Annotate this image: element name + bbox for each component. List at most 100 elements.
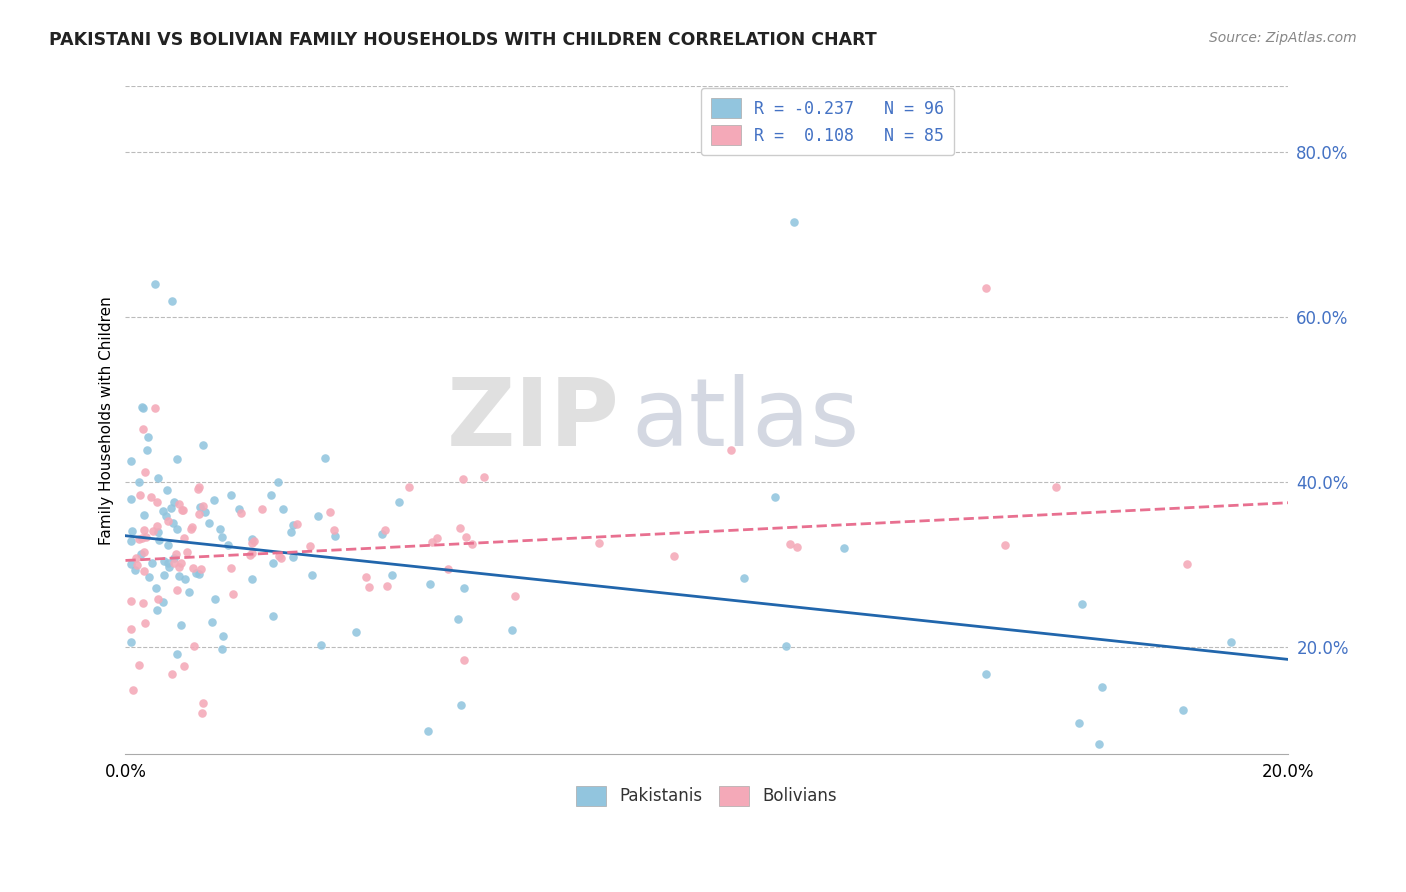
Point (152, 595, 174, 609)
Point (201, 615, 224, 629)
Point (136, 442, 159, 457)
Point (146, 471, 169, 485)
Point (374, 523, 396, 537)
Point (1070, 597, 1092, 611)
Point (187, 482, 209, 496)
Point (1091, 680, 1114, 694)
Point (153, 554, 176, 568)
Point (129, 488, 152, 502)
Point (260, 487, 283, 501)
Point (122, 682, 145, 697)
Point (176, 544, 198, 558)
Point (270, 550, 292, 565)
Point (356, 570, 378, 584)
Point (143, 277, 166, 292)
Point (132, 564, 155, 578)
Point (1067, 715, 1090, 730)
Point (453, 472, 475, 486)
Point (136, 430, 159, 444)
Point (120, 533, 142, 548)
Point (219, 561, 242, 575)
Point (183, 560, 205, 574)
Point (239, 548, 262, 562)
Point (419, 577, 441, 591)
Point (1175, 557, 1198, 571)
Y-axis label: Family Households with Children: Family Households with Children (100, 296, 114, 545)
Point (191, 697, 214, 711)
Point (381, 568, 404, 582)
Point (191, 706, 214, 720)
Point (280, 525, 302, 540)
Point (229, 506, 252, 520)
Point (152, 504, 174, 518)
Point (1220, 635, 1243, 649)
Point (172, 503, 194, 517)
Point (120, 491, 142, 506)
Point (125, 551, 148, 566)
Point (145, 581, 167, 595)
Point (212, 629, 235, 643)
Point (163, 551, 186, 566)
Point (135, 530, 157, 544)
Point (120, 454, 142, 468)
Point (132, 523, 155, 537)
Point (418, 723, 440, 738)
Point (281, 518, 304, 533)
Point (173, 573, 195, 587)
Point (120, 622, 142, 636)
Point (1045, 480, 1067, 494)
Text: atlas: atlas (631, 375, 859, 467)
Point (323, 529, 346, 543)
Point (120, 635, 142, 649)
Point (375, 579, 398, 593)
Point (501, 624, 523, 638)
Point (786, 541, 808, 555)
Point (121, 524, 143, 539)
Point (156, 514, 179, 528)
Point (453, 653, 475, 667)
Point (146, 603, 169, 617)
Point (156, 556, 179, 570)
Point (420, 534, 443, 549)
Text: PAKISTANI VS BOLIVIAN FAMILY HOUSEHOLDS WITH CHILDREN CORRELATION CHART: PAKISTANI VS BOLIVIAN FAMILY HOUSEHOLDS … (49, 31, 877, 49)
Point (285, 516, 308, 531)
Point (162, 556, 184, 570)
Point (388, 495, 411, 509)
Point (160, 293, 183, 308)
Point (588, 536, 610, 550)
Point (145, 495, 167, 509)
Point (217, 538, 239, 552)
Point (148, 533, 170, 547)
Point (166, 522, 188, 536)
Point (219, 488, 242, 502)
Point (180, 522, 202, 536)
Point (134, 615, 156, 630)
Point (371, 527, 394, 541)
Point (298, 539, 321, 553)
Point (169, 497, 191, 511)
Point (202, 493, 225, 508)
Point (179, 585, 201, 599)
Point (222, 587, 245, 601)
Point (132, 508, 155, 522)
Point (974, 667, 997, 681)
Point (240, 546, 263, 560)
Point (131, 547, 153, 561)
Point (128, 475, 150, 489)
Point (139, 490, 162, 504)
Point (159, 500, 181, 515)
Point (180, 519, 202, 533)
Point (307, 508, 329, 523)
Point (436, 562, 458, 576)
Point (398, 480, 420, 494)
Point (228, 501, 250, 516)
Point (204, 591, 226, 606)
Text: ZIP: ZIP (447, 375, 620, 467)
Point (974, 281, 997, 295)
Point (155, 508, 177, 523)
Text: Source: ZipAtlas.com: Source: ZipAtlas.com (1209, 31, 1357, 45)
Point (163, 495, 186, 509)
Point (134, 545, 156, 559)
Point (173, 659, 195, 673)
Point (242, 532, 264, 546)
